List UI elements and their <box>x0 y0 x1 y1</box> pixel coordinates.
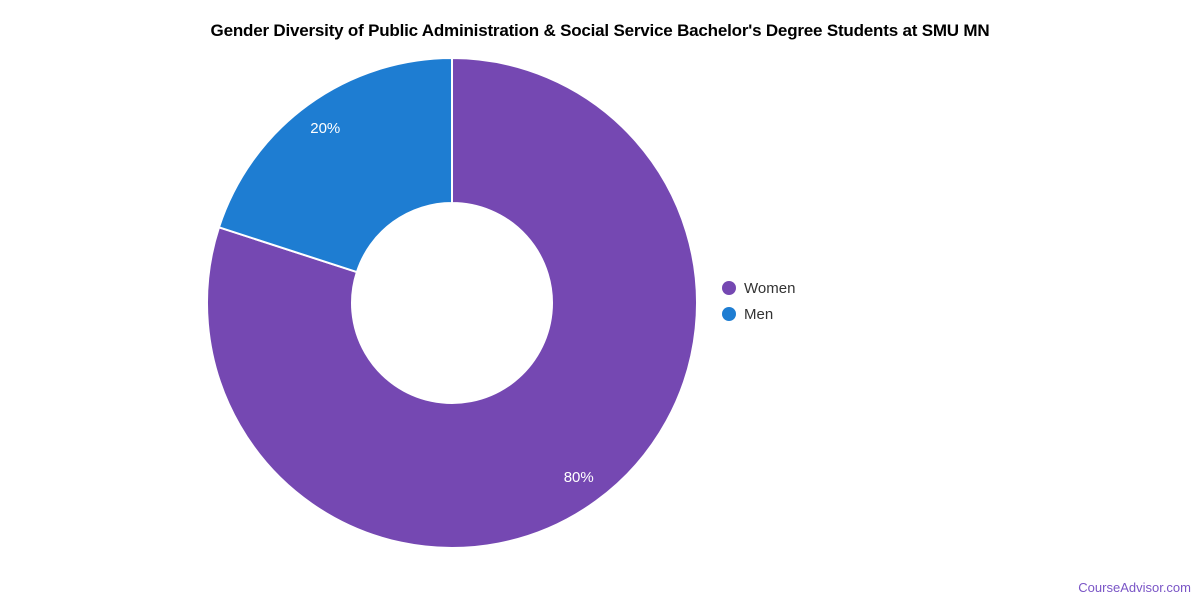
slice-label-men: 20% <box>310 120 340 137</box>
watermark-link[interactable]: CourseAdvisor.com <box>1078 580 1191 595</box>
legend: Women Men <box>722 277 795 325</box>
legend-label: Men <box>744 305 774 323</box>
legend-item-men[interactable]: Men <box>722 303 795 325</box>
legend-label: Women <box>744 279 796 297</box>
chart-title: Gender Diversity of Public Administratio… <box>210 21 990 40</box>
slice-label-women: 80% <box>564 469 594 486</box>
pie-slice-men[interactable] <box>217 57 453 274</box>
legend-item-women[interactable]: Women <box>722 277 795 299</box>
legend-marker-icon <box>722 281 736 295</box>
pie-slice-women[interactable] <box>206 57 698 549</box>
legend-marker-icon <box>722 307 736 321</box>
